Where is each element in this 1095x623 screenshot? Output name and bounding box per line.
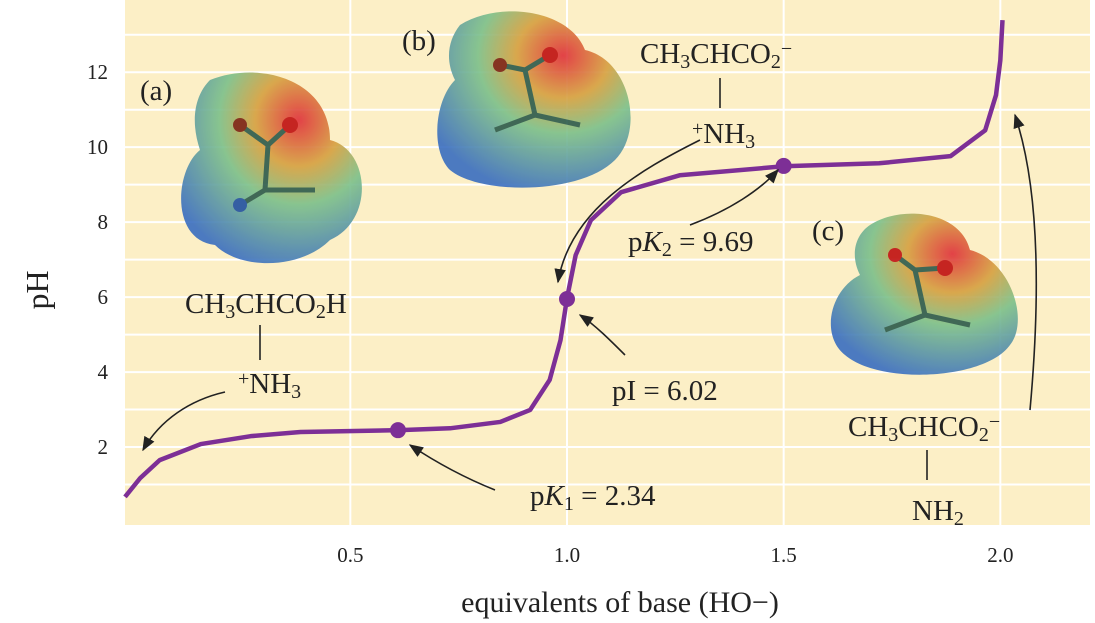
annotation-text: 3 [680, 51, 690, 73]
annotation-text: + [692, 118, 703, 140]
annotation: CH3CHCO2− [848, 411, 1000, 446]
annotation-text: 2 [954, 508, 964, 530]
annotation-text: 2 [979, 424, 989, 446]
annotation-text: = 9.69 [672, 226, 754, 258]
annotation-text: NH [249, 368, 291, 400]
annotation-text: CH [848, 411, 888, 443]
x-tick-label: 1.5 [771, 543, 797, 567]
x-tick-label: 1.0 [554, 543, 580, 567]
annotation-text: 2 [316, 301, 326, 323]
y-tick-label: 4 [98, 360, 109, 384]
annotation-text: 1 [564, 493, 574, 515]
annotation-text: (c) [812, 215, 844, 247]
annotation-text: pI = 6.02 [612, 375, 718, 407]
key-point [390, 422, 406, 438]
annotation: (b) [402, 25, 436, 57]
key-point [776, 158, 792, 174]
annotation-text: NH [703, 118, 745, 150]
annotation-text: CHCO [235, 288, 316, 320]
y-axis-title: pH [19, 270, 55, 309]
annotation-text: (b) [402, 25, 436, 57]
annotation-text: − [781, 38, 792, 60]
annotation-text: 3 [745, 131, 755, 153]
chart: equivalents of base (HO−) pH (a)(b)(c)CH… [0, 0, 1095, 623]
annotation-text: 3 [225, 301, 235, 323]
y-tick-label: 12 [87, 60, 108, 84]
annotation-text: p [530, 480, 545, 512]
annotation-text: K [642, 226, 664, 258]
annotation-text: (a) [140, 75, 172, 107]
y-tick-label: 8 [98, 210, 109, 234]
annotation-text: K [544, 480, 566, 512]
annotation-text: CH [185, 288, 225, 320]
x-axis-title: equivalents of base (HO−) [461, 586, 779, 619]
annotation-text: H [326, 288, 347, 320]
annotation-text: CHCO [690, 38, 771, 70]
annotation: (c) [812, 215, 844, 247]
annotation: pK1 = 2.34 [530, 480, 656, 515]
y-tick-label: 2 [98, 435, 109, 459]
annotation: pK2 = 9.69 [628, 226, 753, 261]
x-tick-label: 2.0 [987, 543, 1013, 567]
annotation-text: CHCO [898, 411, 979, 443]
annotation: pI = 6.02 [612, 375, 718, 407]
y-tick-label: 10 [87, 135, 108, 159]
annotation-text: p [628, 226, 643, 258]
annotation-text: + [238, 368, 249, 390]
y-tick-label: 6 [98, 285, 109, 309]
annotation-text: 2 [662, 239, 672, 261]
annotation-text: − [989, 411, 1000, 433]
annotation-text: NH [912, 495, 954, 527]
annotation-text: 3 [291, 381, 301, 403]
annotation-text: CH [640, 38, 680, 70]
annotation: CH3CHCO2− [640, 38, 792, 73]
annotation: (a) [140, 75, 172, 107]
key-point [559, 291, 575, 307]
annotation-text: = 2.34 [574, 480, 656, 512]
annotation-text: 2 [771, 51, 781, 73]
annotation-text: 3 [888, 424, 898, 446]
x-tick-label: 0.5 [337, 543, 363, 567]
